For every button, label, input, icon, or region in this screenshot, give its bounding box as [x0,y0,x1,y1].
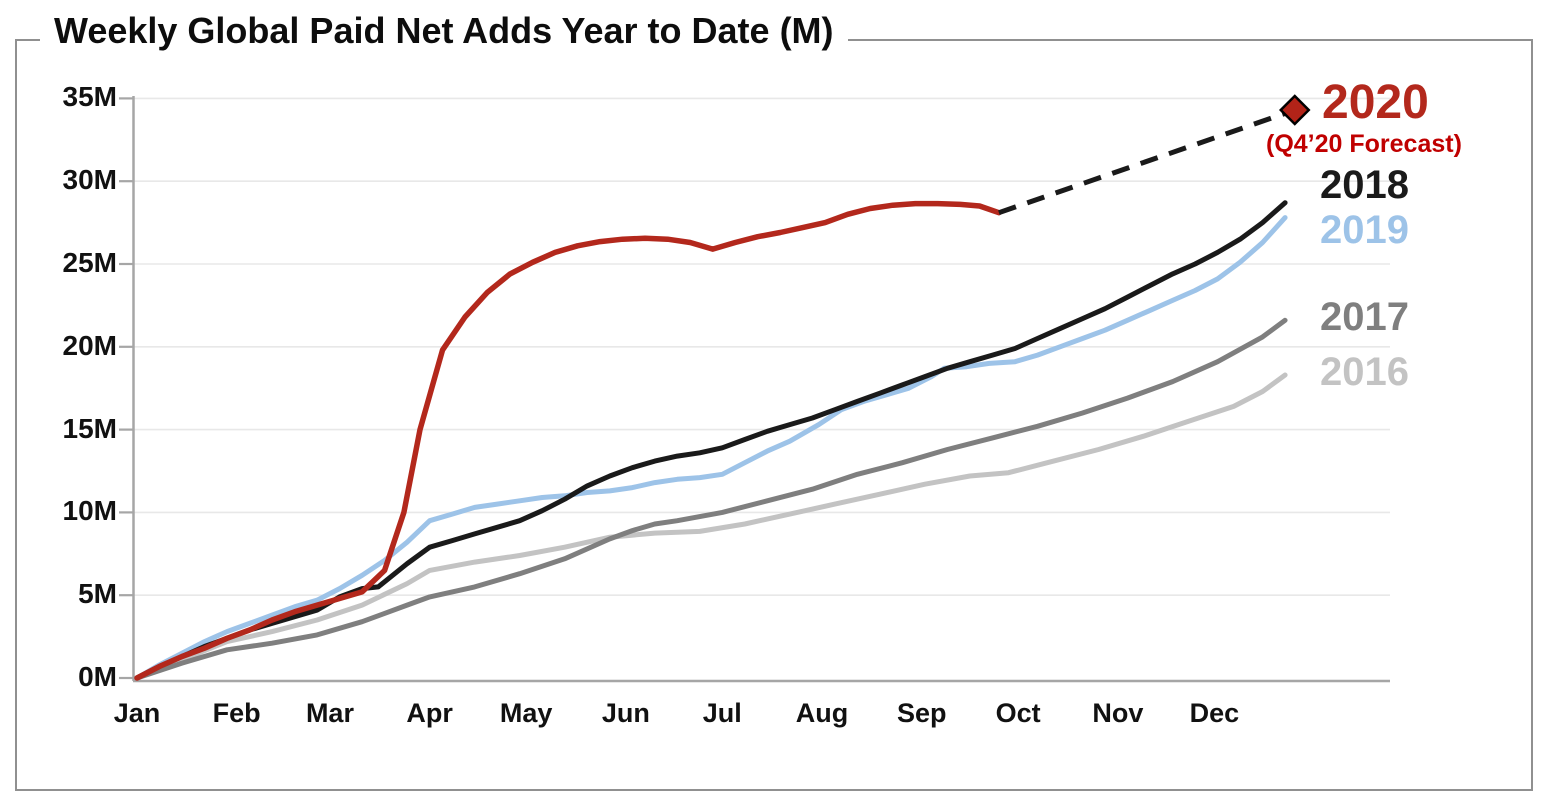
x-axis-label-Jul: Jul [702,698,742,728]
line-2019 [134,215,1288,681]
line-2016 [134,372,1288,681]
legend-forecast-note: (Q4’20 Forecast) [1266,130,1462,158]
x-axis-label-Jun: Jun [601,698,650,728]
x-axis-label-Aug: Aug [795,698,849,728]
legend-2019: 2019 [1320,208,1409,252]
y-axis-label-35M: 35M [62,81,117,113]
x-axis-label-Feb: Feb [212,698,261,728]
y-axis-label-10M: 10M [62,495,117,527]
x-axis-label-Sep: Sep [896,698,947,728]
y-axis-label-0M: 0M [78,661,117,692]
y-axis-label-25M: 25M [62,247,117,278]
x-axis-label-May: May [499,698,553,728]
line-2020-Q4-forecast [998,107,1296,216]
line-2017 [134,317,1288,681]
legend-2017: 2017 [1320,295,1409,339]
x-axis-label-Nov: Nov [1092,698,1144,728]
y-axis-label-30M: 30M [62,164,117,196]
y-axis-label-15M: 15M [62,412,117,444]
x-axis-label-Mar: Mar [305,698,354,728]
y-axis-label-20M: 20M [62,329,117,361]
line-2020 [134,200,1002,681]
x-axis-label-Oct: Oct [995,698,1041,728]
legend-2016: 2016 [1320,350,1409,394]
legend-2018: 2018 [1320,163,1409,207]
x-axis-label-Dec: Dec [1189,698,1240,728]
y-axis-label-5M: 5M [78,578,117,610]
x-axis-label-Apr: Apr [406,698,453,728]
chart-title: Weekly Global Paid Net Adds Year to Date… [40,10,848,52]
forecast-diamond-marker [1278,94,1311,126]
x-axis-label-Jan: Jan [113,698,161,728]
legend-2020: 2020 [1322,76,1429,129]
